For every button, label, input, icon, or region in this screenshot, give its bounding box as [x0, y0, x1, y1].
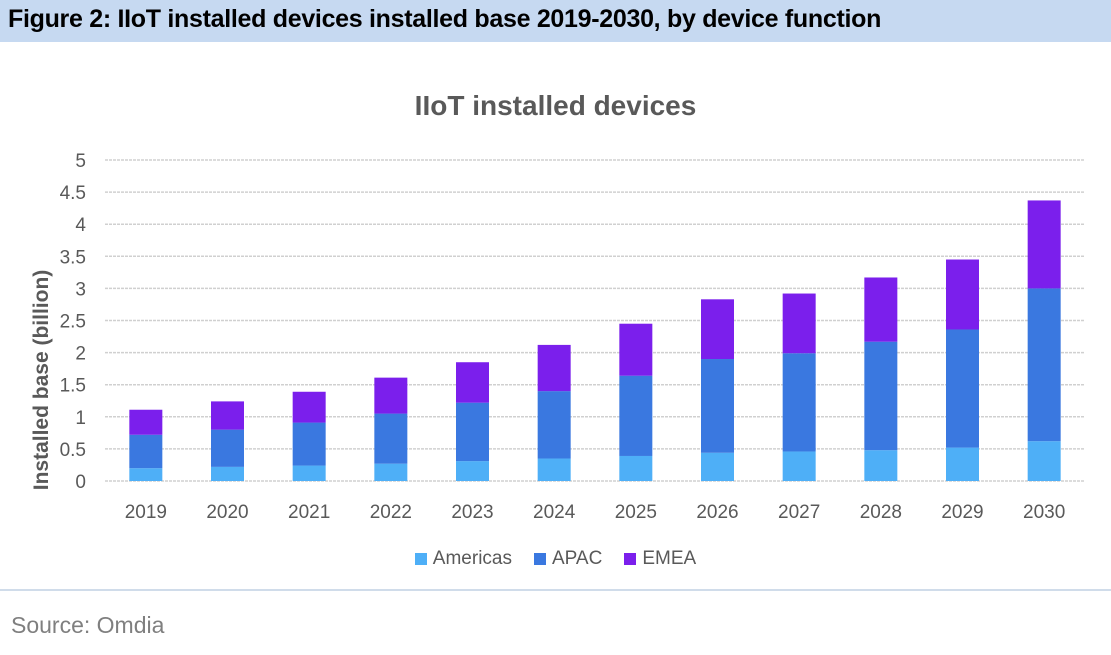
- bar-americas-2023: [456, 461, 489, 481]
- legend-label: APAC: [551, 548, 603, 569]
- bar-americas-2022: [374, 463, 408, 481]
- y-tick-label: 2: [75, 344, 86, 365]
- y-tick-label: 4.5: [60, 183, 86, 204]
- x-tick-label: 2027: [778, 502, 820, 523]
- x-axis-ticks: 2019 2020 2021 2022 2023 2024 2025 2026 2027 2028…: [125, 502, 1066, 523]
- y-tick-label: 0.5: [60, 440, 86, 461]
- legend: Americas APAC EMEA: [0, 548, 1111, 570]
- x-tick-label: 2022: [370, 502, 412, 523]
- bar-americas-2020: [211, 466, 244, 481]
- bar-americas-2030: [1027, 441, 1061, 481]
- bar-americas-2026: [701, 452, 734, 481]
- bar-apac-2022: [374, 413, 408, 464]
- y-tick-label: 2.5: [60, 312, 86, 333]
- legend-item-apac: APAC: [533, 548, 603, 570]
- bar-apac-2020: [211, 429, 244, 467]
- x-tick-label: 2025: [615, 502, 657, 523]
- bar-emea-2024: [537, 344, 571, 392]
- bar-emea-2022: [374, 377, 408, 414]
- figure-title: Figure 2: IIoT installed devices install…: [8, 5, 882, 33]
- bar-apac-2024: [537, 391, 571, 459]
- bar-americas-2029: [946, 447, 979, 481]
- x-tick-label: 2024: [533, 502, 576, 523]
- y-axis-label: Installed base (billion): [30, 270, 53, 491]
- legend-label: EMEA: [642, 548, 697, 569]
- y-tick-label: 3: [75, 279, 86, 300]
- bar-apac-2029: [946, 329, 979, 448]
- divider: [0, 589, 1111, 591]
- y-tick-label: 5: [75, 151, 86, 172]
- bar-americas-2024: [537, 458, 571, 481]
- bar-emea-2020: [211, 401, 244, 430]
- x-tick-label: 2023: [451, 502, 493, 523]
- bar-emea-2026: [701, 299, 734, 360]
- bar-apac-2027: [782, 353, 816, 452]
- bar-americas-2027: [782, 451, 816, 481]
- bar-apac-2028: [864, 341, 898, 451]
- bar-americas-2025: [619, 455, 653, 481]
- x-tick-label: 2021: [288, 502, 330, 523]
- y-axis-ticks: 0 0.5 1 1.5 2 2.5 3 3.5 4 4.5 5: [60, 151, 87, 493]
- bar-emea-2028: [864, 277, 898, 342]
- bar-americas-2021: [292, 465, 326, 481]
- legend-item-emea: EMEA: [624, 548, 696, 570]
- bar-emea-2023: [456, 362, 489, 403]
- figure-header: Figure 2: IIoT installed devices install…: [0, 0, 1111, 42]
- y-tick-label: 3.5: [60, 247, 86, 268]
- legend-swatch: [414, 553, 427, 565]
- x-tick-label: 2020: [206, 502, 248, 523]
- x-tick-label: 2029: [941, 502, 983, 523]
- bar-emea-2029: [946, 259, 979, 330]
- y-tick-label: 4: [75, 215, 86, 236]
- source-note: Source: Omdia: [11, 612, 165, 638]
- gridlines: [105, 159, 1085, 482]
- x-tick-label: 2028: [860, 502, 902, 523]
- bar-emea-2027: [782, 293, 816, 354]
- legend-item-americas: Americas: [414, 548, 512, 570]
- legend-swatch: [533, 553, 546, 565]
- bar-apac-2019: [129, 434, 163, 469]
- stacked-bar-chart: 00.511.522.533.544.55 2019 2020 2021 2022 20…: [30, 151, 1085, 523]
- bar-americas-2028: [864, 450, 898, 481]
- bar-apac-2030: [1027, 288, 1061, 442]
- x-tick-label: 2030: [1023, 502, 1065, 523]
- bar-emea-2030: [1027, 200, 1061, 289]
- bar-americas-2019: [129, 468, 163, 481]
- bar-apac-2025: [619, 375, 653, 456]
- bar-apac-2026: [701, 359, 734, 453]
- x-tick-label: 2019: [125, 502, 167, 523]
- y-tick-label: 1: [75, 408, 86, 429]
- bar-emea-2019: [129, 409, 163, 435]
- bar-apac-2023: [456, 402, 489, 462]
- x-tick-label: 2026: [696, 502, 738, 523]
- bar-apac-2021: [292, 422, 326, 466]
- legend-label: Americas: [432, 548, 512, 569]
- bars: [129, 200, 1061, 481]
- chart-title: IIoT installed devices: [414, 90, 697, 121]
- bar-emea-2025: [619, 323, 653, 376]
- y-tick-label: 0: [75, 472, 86, 493]
- legend-swatch: [624, 553, 637, 565]
- bar-emea-2021: [292, 391, 326, 423]
- y-tick-label: 1.5: [60, 376, 86, 397]
